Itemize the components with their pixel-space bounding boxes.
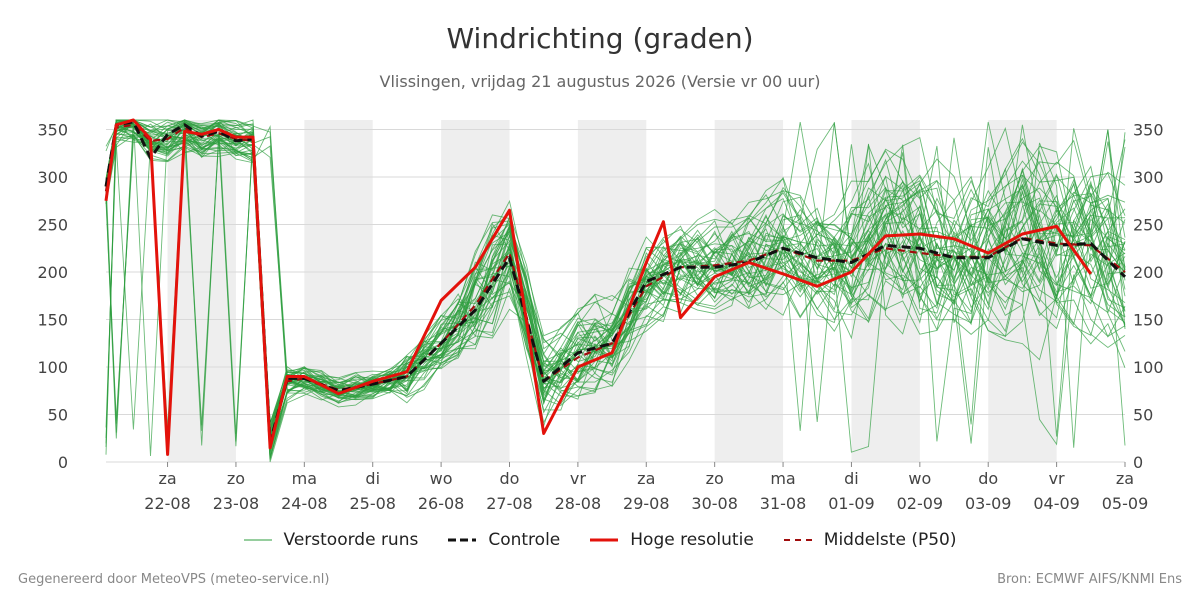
y-tick-left-150: 150 <box>37 311 68 330</box>
x-tick-date-5: 27-08 <box>486 494 533 513</box>
x-tick-date-0: 22-08 <box>144 494 191 513</box>
x-tick-day-8: zo <box>706 469 724 488</box>
x-tick-date-6: 28-08 <box>555 494 602 513</box>
x-tick-date-10: 01-09 <box>828 494 875 513</box>
shaded-band-1 <box>304 120 373 462</box>
y-tick-right-50: 50 <box>1133 406 1153 425</box>
legend-label-control: Controle <box>488 530 561 550</box>
x-tick-date-2: 24-08 <box>281 494 328 513</box>
legend-swatch-hires <box>590 538 619 542</box>
legend-swatch-control <box>448 538 477 542</box>
y-tick-left-100: 100 <box>37 358 68 377</box>
y-tick-right-150: 150 <box>1133 311 1164 330</box>
y-tick-left-200: 200 <box>37 263 68 282</box>
ensemble-run-37 <box>105 119 1126 463</box>
x-tick-day-13: vr <box>1049 469 1065 488</box>
x-tick-date-9: 31-08 <box>760 494 807 513</box>
x-tick-day-1: zo <box>227 469 245 488</box>
x-tick-date-13: 04-09 <box>1033 494 1080 513</box>
x-tick-day-4: wo <box>430 469 453 488</box>
legend-item-hires: Hoge resolutie <box>590 530 754 550</box>
ensemble-run-50 <box>105 123 1126 452</box>
y-tick-left-350: 350 <box>37 121 68 140</box>
x-tick-day-14: za <box>1116 469 1134 488</box>
x-tick-date-14: 05-09 <box>1102 494 1149 513</box>
x-tick-day-0: za <box>158 469 176 488</box>
legend-swatch-ensemble <box>243 539 272 541</box>
x-tick-day-10: di <box>844 469 859 488</box>
legend-label-median: Middelste (P50) <box>823 530 957 550</box>
series-hoge-resolutie <box>104 118 1093 456</box>
y-tick-right-100: 100 <box>1133 358 1164 377</box>
y-axis-right: 0 50 100 150 200 250 300 350 <box>1133 121 1164 473</box>
x-tick-day-12: do <box>978 469 998 488</box>
footer-generated-by: Gegenereerd door MeteoVPS (meteo-service… <box>18 572 330 587</box>
ensemble-run-33 <box>105 135 1126 437</box>
y-tick-left-50: 50 <box>48 406 68 425</box>
legend-item-control: Controle <box>448 530 560 550</box>
y-axis-left: 0 50 100 150 200 250 300 350 <box>37 121 68 473</box>
page-title: Windrichting (graden) <box>446 22 754 55</box>
legend: Verstoorde runs Controle Hoge resolutie … <box>0 530 1200 550</box>
x-axis: za 22-08 zo 23-08 ma 24-08 di 25-08 wo 26-08 do 27-… <box>144 462 1148 513</box>
x-tick-day-6: vr <box>570 469 586 488</box>
x-tick-date-12: 03-09 <box>965 494 1012 513</box>
y-tick-right-200: 200 <box>1133 263 1164 282</box>
x-tick-date-11: 02-09 <box>897 494 944 513</box>
x-tick-date-1: 23-08 <box>213 494 260 513</box>
y-tick-left-300: 300 <box>37 168 68 187</box>
x-tick-day-5: do <box>500 469 520 488</box>
x-tick-day-9: ma <box>770 469 795 488</box>
y-tick-left-0: 0 <box>58 453 68 472</box>
legend-item-ensemble: Verstoorde runs <box>243 530 419 550</box>
shaded-band-0 <box>167 120 236 462</box>
series-controle <box>104 120 1127 445</box>
legend-label-hires: Hoge resolutie <box>630 530 754 550</box>
x-tick-day-11: wo <box>908 469 931 488</box>
x-tick-date-4: 26-08 <box>418 494 465 513</box>
x-tick-date-7: 29-08 <box>623 494 670 513</box>
legend-label-ensemble: Verstoorde runs <box>283 530 419 550</box>
footer-source: Bron: ECMWF AIFS/KNMI Ens <box>997 572 1182 587</box>
legend-swatch-median <box>783 539 812 541</box>
y-tick-right-250: 250 <box>1133 216 1164 235</box>
x-tick-day-3: di <box>365 469 380 488</box>
ensemble-runs <box>105 118 1126 463</box>
y-tick-right-350: 350 <box>1133 121 1164 140</box>
x-tick-day-7: za <box>637 469 655 488</box>
legend-item-median: Middelste (P50) <box>783 530 957 550</box>
y-tick-right-300: 300 <box>1133 168 1164 187</box>
page-subtitle: Vlissingen, vrijdag 21 augustus 2026 (Ve… <box>379 72 821 91</box>
x-tick-day-2: ma <box>292 469 317 488</box>
x-tick-date-8: 30-08 <box>691 494 738 513</box>
y-tick-left-250: 250 <box>37 216 68 235</box>
ensemble-run-47 <box>105 121 1126 460</box>
ensemble-run-14 <box>105 124 1126 430</box>
main-series <box>104 118 1127 456</box>
y-tick-right-0: 0 <box>1133 453 1143 472</box>
x-tick-date-3: 25-08 <box>349 494 396 513</box>
